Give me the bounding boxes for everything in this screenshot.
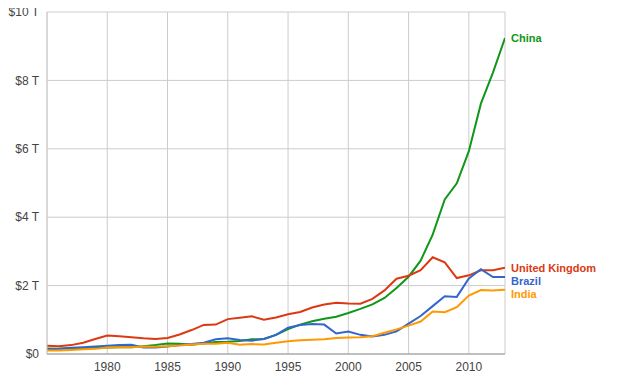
- svg-text:$4 T: $4 T: [15, 210, 39, 224]
- svg-text:1990: 1990: [214, 360, 241, 374]
- svg-text:$2 T: $2 T: [15, 279, 39, 293]
- svg-text:1985: 1985: [154, 360, 181, 374]
- svg-text:$0: $0: [26, 347, 40, 361]
- svg-text:United Kingdom: United Kingdom: [511, 262, 596, 274]
- svg-text:2000: 2000: [335, 360, 362, 374]
- svg-text:Brazil: Brazil: [511, 275, 541, 287]
- svg-text:China: China: [511, 32, 542, 44]
- svg-text:1995: 1995: [275, 360, 302, 374]
- svg-text:2005: 2005: [395, 360, 422, 374]
- svg-text:$6 T: $6 T: [15, 142, 39, 156]
- svg-text:India: India: [511, 288, 538, 300]
- svg-text:$8 T: $8 T: [15, 74, 39, 88]
- svg-text:1980: 1980: [94, 360, 121, 374]
- svg-text:2010: 2010: [455, 360, 482, 374]
- svg-text:$10 T: $10 T: [9, 8, 40, 19]
